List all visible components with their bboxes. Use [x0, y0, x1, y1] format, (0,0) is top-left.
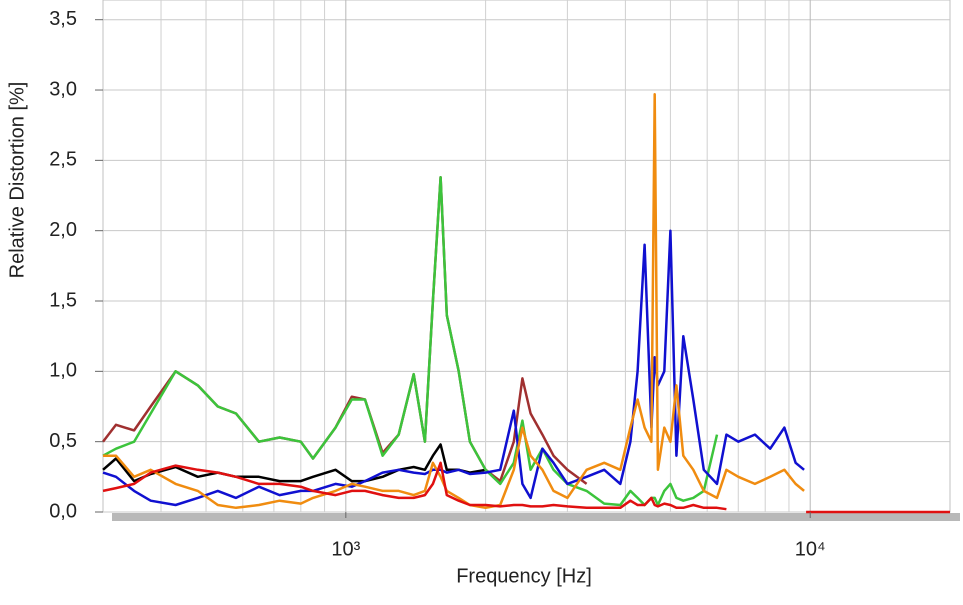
plot-area: [102, 0, 951, 513]
y-tick-label: 1,5: [49, 289, 77, 311]
y-tick-label: 2,0: [49, 219, 77, 241]
lines: [102, 92, 950, 514]
y-axis-label: Relative Distortion [%]: [6, 82, 28, 279]
series-line: [102, 443, 486, 483]
series-line: [102, 461, 950, 514]
y-tick-label: 0,5: [49, 430, 77, 452]
y-tick-label: 3,0: [49, 78, 77, 100]
plot-shadow: [112, 513, 960, 521]
series-line: [102, 175, 719, 507]
y-tick-label: 0,0: [49, 500, 77, 522]
x-axis-label: Frequency [Hz]: [456, 565, 592, 587]
x-tick-label: 10³: [331, 538, 360, 560]
series-line: [102, 229, 805, 507]
series-line: [103, 92, 805, 510]
y-tick-label: 1,0: [49, 360, 77, 382]
y-tick-label: 2,5: [49, 149, 77, 171]
x-tick-label: 10⁴: [795, 538, 826, 560]
y-tick-label: 3,5: [49, 8, 77, 30]
